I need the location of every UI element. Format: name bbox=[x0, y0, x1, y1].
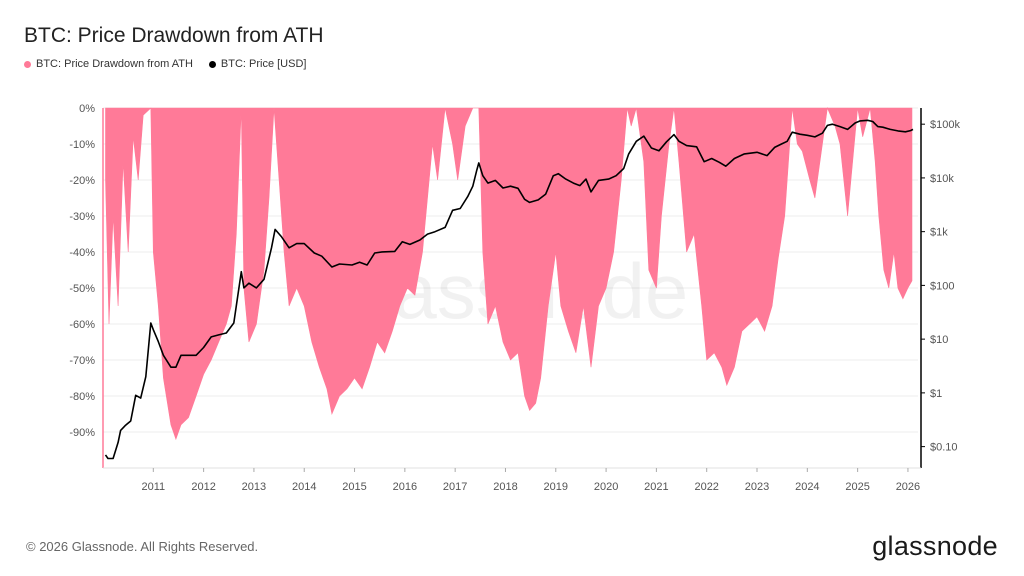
y-left-ticks: 0% -10% -20% -30% -40% -50% -60% -70% -80% -90% bbox=[69, 103, 95, 439]
y-right-tick-2: $10 bbox=[930, 334, 948, 346]
y-left-tick-0: 0% bbox=[79, 103, 95, 115]
drawdown-series bbox=[105, 106, 913, 441]
y-right-tick-3: $100 bbox=[930, 280, 954, 292]
x-tick-2018: 2018 bbox=[493, 481, 517, 493]
x-tick-2023: 2023 bbox=[745, 481, 769, 493]
copyright-text: © 2026 Glassnode. All Rights Reserved. bbox=[26, 539, 259, 554]
x-axis-ticks: 2011 2012 2013 2014 2015 2016 2017 2018 2019 2020… bbox=[141, 468, 920, 493]
y-right-tick-6: $100k bbox=[930, 119, 960, 131]
y-left-tick-5: -50% bbox=[69, 283, 95, 295]
y-right-tick-0: $0.10 bbox=[930, 442, 958, 454]
x-tick-2011: 2011 bbox=[141, 481, 165, 493]
y-left-tick-8: -80% bbox=[69, 391, 95, 403]
x-tick-2020: 2020 bbox=[594, 481, 618, 493]
x-tick-2014: 2014 bbox=[292, 481, 316, 493]
y-right-tick-1: $1 bbox=[930, 388, 942, 400]
x-tick-2015: 2015 bbox=[342, 481, 366, 493]
x-tick-2024: 2024 bbox=[795, 481, 819, 493]
x-tick-2026: 2026 bbox=[896, 481, 920, 493]
legend-item-price[interactable]: BTC: Price [USD] bbox=[208, 58, 307, 70]
y-left-tick-6: -60% bbox=[69, 319, 95, 331]
legend-dot-price bbox=[208, 60, 216, 68]
x-tick-2019: 2019 bbox=[544, 481, 568, 493]
x-tick-2012: 2012 bbox=[191, 481, 215, 493]
y-right-tick-5: $10k bbox=[930, 173, 954, 185]
y-left-tick-4: -40% bbox=[69, 247, 95, 259]
x-tick-2025: 2025 bbox=[845, 481, 869, 493]
legend-label-drawdown: BTC: Price Drawdown from ATH bbox=[36, 58, 193, 70]
x-tick-2021: 2021 bbox=[644, 481, 668, 493]
legend: BTC: Price Drawdown from ATH BTC: Price … bbox=[24, 58, 306, 70]
y-left-tick-2: -20% bbox=[69, 175, 95, 187]
y-left-tick-9: -90% bbox=[69, 427, 95, 439]
y-left-tick-3: -30% bbox=[69, 211, 95, 223]
y-right-ticks: $0.10 $1 $10 $100 $1k $10k $100k bbox=[921, 119, 960, 454]
y-right-tick-4: $1k bbox=[930, 227, 948, 239]
price-line bbox=[104, 119, 914, 460]
legend-item-drawdown[interactable]: BTC: Price Drawdown from ATH bbox=[24, 58, 193, 70]
chart-title: BTC: Price Drawdown from ATH bbox=[24, 24, 324, 47]
axes bbox=[102, 108, 922, 469]
x-tick-2022: 2022 bbox=[694, 481, 718, 493]
x-tick-2013: 2013 bbox=[242, 481, 266, 493]
drawdown-area bbox=[105, 106, 913, 441]
y-left-tick-1: -10% bbox=[69, 139, 95, 151]
legend-label-price: BTC: Price [USD] bbox=[220, 58, 307, 70]
glassnode-logo[interactable]: glassnode bbox=[872, 531, 998, 561]
y-left-tick-7: -70% bbox=[69, 355, 95, 367]
price-series bbox=[104, 119, 914, 460]
x-tick-2017: 2017 bbox=[443, 481, 467, 493]
legend-dot-drawdown bbox=[24, 60, 31, 68]
x-tick-2016: 2016 bbox=[393, 481, 417, 493]
